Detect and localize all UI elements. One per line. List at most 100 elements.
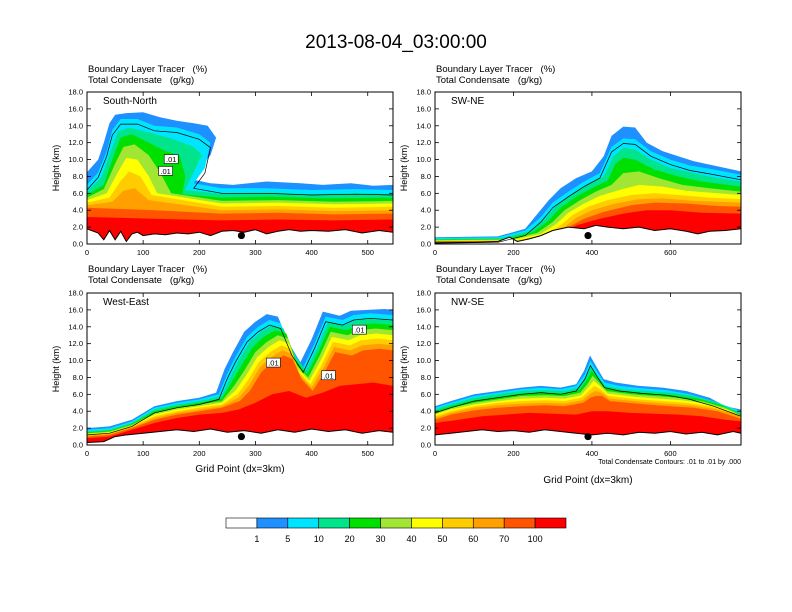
colorbar-label: 30 bbox=[376, 534, 386, 544]
y-tick-label: 2.0 bbox=[421, 424, 431, 433]
terrain-outline bbox=[435, 429, 741, 436]
colorbar-label: 10 bbox=[314, 534, 324, 544]
y-tick-label: 2.0 bbox=[73, 424, 83, 433]
y-tick-label: 10.0 bbox=[416, 155, 431, 164]
plot-area bbox=[435, 293, 741, 445]
y-tick-label: 12.0 bbox=[68, 339, 83, 348]
location-marker bbox=[584, 432, 592, 441]
x-tick-label: 500 bbox=[361, 248, 374, 257]
y-tick-label: 16.0 bbox=[68, 305, 83, 314]
x-tick-label: 200 bbox=[507, 248, 520, 257]
y-tick-label: 4.0 bbox=[421, 407, 431, 416]
y-tick-label: 4.0 bbox=[73, 407, 83, 416]
y-tick-label: 18.0 bbox=[416, 289, 431, 298]
y-tick-label: 16.0 bbox=[68, 104, 83, 113]
y-tick-label: 8.0 bbox=[73, 172, 83, 181]
colorbar-swatch bbox=[442, 517, 474, 529]
y-tick-label: 6.0 bbox=[421, 390, 431, 399]
x-tick-label: 600 bbox=[664, 449, 677, 458]
x-tick-label: 400 bbox=[305, 449, 318, 458]
panel-header-bottom-right: Boundary Layer Tracer (%) Total Condensa… bbox=[436, 264, 555, 286]
y-tick-label: 18.0 bbox=[68, 289, 83, 298]
colorbar-swatch bbox=[534, 517, 567, 529]
y-tick-label: 8.0 bbox=[73, 373, 83, 382]
colorbar-swatch bbox=[503, 517, 536, 529]
x-tick-label: 100 bbox=[137, 449, 150, 458]
y-tick-label: 0.0 bbox=[73, 441, 83, 450]
panel-header-bottom-left: Boundary Layer Tracer (%) Total Condensa… bbox=[88, 264, 207, 286]
colorbar-swatch bbox=[318, 517, 350, 529]
y-tick-label: 4.0 bbox=[421, 206, 431, 215]
colorbar-label: 40 bbox=[406, 534, 416, 544]
y-tick-label: 14.0 bbox=[68, 322, 83, 331]
panel-bottom-left: .01 .01 .01 0.0 2.0 4.0 6.0 8.0 10.0 12.0 14.0 16.0… bbox=[51, 289, 394, 475]
header-condensate-label: Total Condensate (g/kg) bbox=[436, 75, 543, 86]
contour-label-text: .01 bbox=[354, 326, 364, 335]
y-tick-label: 14.0 bbox=[416, 322, 431, 331]
figure-title: 2013-08-04_03:00:00 bbox=[305, 32, 487, 53]
plot-frame bbox=[434, 91, 742, 245]
contour-label-text: .01 bbox=[160, 167, 170, 176]
colorbar: 1 5 10 20 30 40 50 60 70 100 bbox=[225, 517, 567, 544]
y-tick-label: 14.0 bbox=[416, 121, 431, 130]
y-axis-title: Height (km) bbox=[51, 346, 61, 393]
plot-area: .01 .01 .01 bbox=[87, 293, 393, 445]
header-tracer-label: Boundary Layer Tracer (%) bbox=[436, 64, 556, 75]
y-tick-label: 10.0 bbox=[416, 356, 431, 365]
y-tick-label: 16.0 bbox=[416, 305, 431, 314]
y-tick-label: 0.0 bbox=[421, 441, 431, 450]
terrain-outline bbox=[87, 228, 393, 243]
colorbar-label: 1 bbox=[254, 534, 259, 544]
x-tick-label: 400 bbox=[305, 248, 318, 257]
location-marker bbox=[237, 432, 246, 441]
x-tick-label: 0 bbox=[433, 449, 437, 458]
x-tick-label: 100 bbox=[137, 248, 150, 257]
header-condensate-label: Total Condensate (g/kg) bbox=[88, 275, 195, 286]
colorbar-swatch bbox=[287, 517, 320, 529]
plot-area: .01.01 bbox=[87, 92, 393, 244]
y-tick-label: 16.0 bbox=[416, 104, 431, 113]
x-tick-label: 200 bbox=[193, 449, 206, 458]
header-tracer-label: Boundary Layer Tracer (%) bbox=[436, 264, 556, 275]
contour-label-text: .01 bbox=[268, 359, 278, 368]
colorbar-label: 60 bbox=[468, 534, 478, 544]
contour-label-box bbox=[158, 166, 173, 176]
y-tick-label: 8.0 bbox=[421, 172, 431, 181]
panel-header-top-right: Boundary Layer Tracer (%) Total Condensa… bbox=[436, 64, 555, 86]
panel-header-top-left: Boundary Layer Tracer (%) Total Condensa… bbox=[88, 64, 207, 86]
colorbar-swatch bbox=[349, 517, 381, 529]
location-marker bbox=[584, 231, 592, 240]
colorbar-label: 20 bbox=[345, 534, 355, 544]
y-tick-label: 18.0 bbox=[416, 88, 431, 97]
panel-tag: South-North bbox=[103, 96, 157, 107]
plot-frame bbox=[86, 91, 394, 245]
contour-label-box bbox=[321, 370, 336, 381]
panel-top-left: .01.010.02.04.06.08.010.012.014.016.018.… bbox=[51, 88, 394, 257]
colorbar-swatch bbox=[225, 517, 258, 529]
contour-label: .01 bbox=[158, 166, 173, 176]
colorbar-swatch bbox=[472, 517, 505, 529]
contour-label: .01 bbox=[163, 154, 179, 164]
y-tick-label: 10.0 bbox=[68, 155, 83, 164]
x-tick-label: 0 bbox=[85, 248, 89, 257]
y-axis-title: Height (km) bbox=[51, 145, 61, 192]
condensate-contour bbox=[87, 317, 393, 436]
x-axis-title: Grid Point (dx=3km) bbox=[195, 464, 284, 475]
x-tick-label: 300 bbox=[249, 449, 262, 458]
plot-area bbox=[435, 92, 741, 244]
panel-bottom-right: 0.0 2.0 4.0 6.0 8.0 10.0 12.0 14.0 16.0 18.0 0 200 4… bbox=[399, 289, 742, 486]
contour-label-box bbox=[266, 357, 281, 368]
contour-note: Total Condensate Contours: .01 to .01 by… bbox=[598, 459, 741, 466]
y-tick-label: 2.0 bbox=[73, 223, 83, 232]
y-tick-label: 6.0 bbox=[73, 390, 83, 399]
colorbar-label: 50 bbox=[437, 534, 447, 544]
x-axis-title: Grid Point (dx=3km) bbox=[543, 475, 632, 486]
colorbar-swatch bbox=[256, 517, 289, 529]
y-tick-label: 6.0 bbox=[421, 189, 431, 198]
panel-tag: NW-SE bbox=[451, 297, 484, 308]
y-tick-label: 12.0 bbox=[68, 138, 83, 147]
x-tick-label: 600 bbox=[664, 248, 677, 257]
condensate-contour bbox=[87, 123, 393, 196]
x-tick-label: 0 bbox=[433, 248, 437, 257]
